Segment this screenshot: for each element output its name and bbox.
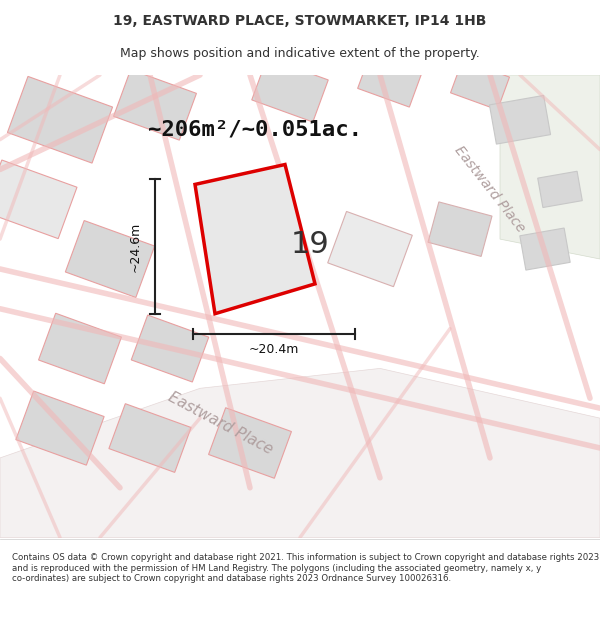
Text: Map shows position and indicative extent of the property.: Map shows position and indicative extent…: [120, 48, 480, 61]
Text: Eastward Place: Eastward Place: [165, 389, 275, 457]
Text: ~24.6m: ~24.6m: [128, 221, 142, 272]
Polygon shape: [65, 221, 155, 298]
Polygon shape: [500, 75, 600, 259]
Text: ~20.4m: ~20.4m: [249, 343, 299, 356]
Text: Eastward Place: Eastward Place: [452, 144, 528, 235]
Polygon shape: [131, 315, 209, 382]
Text: ~206m²/~0.051ac.: ~206m²/~0.051ac.: [148, 120, 362, 140]
Polygon shape: [358, 53, 422, 107]
Polygon shape: [195, 164, 315, 314]
Text: 19, EASTWARD PLACE, STOWMARKET, IP14 1HB: 19, EASTWARD PLACE, STOWMARKET, IP14 1HB: [113, 14, 487, 28]
Polygon shape: [109, 404, 191, 472]
Polygon shape: [520, 228, 570, 270]
Polygon shape: [538, 171, 583, 208]
Text: 19: 19: [290, 229, 329, 259]
Polygon shape: [252, 58, 328, 122]
Polygon shape: [38, 313, 121, 384]
Polygon shape: [209, 408, 292, 478]
Polygon shape: [428, 202, 492, 256]
Polygon shape: [0, 368, 600, 538]
Polygon shape: [16, 391, 104, 465]
Polygon shape: [490, 96, 551, 144]
Polygon shape: [328, 211, 412, 287]
Text: Contains OS data © Crown copyright and database right 2021. This information is : Contains OS data © Crown copyright and d…: [12, 553, 599, 583]
Polygon shape: [113, 69, 196, 140]
Polygon shape: [7, 76, 113, 163]
Polygon shape: [451, 60, 509, 110]
Polygon shape: [0, 160, 77, 239]
